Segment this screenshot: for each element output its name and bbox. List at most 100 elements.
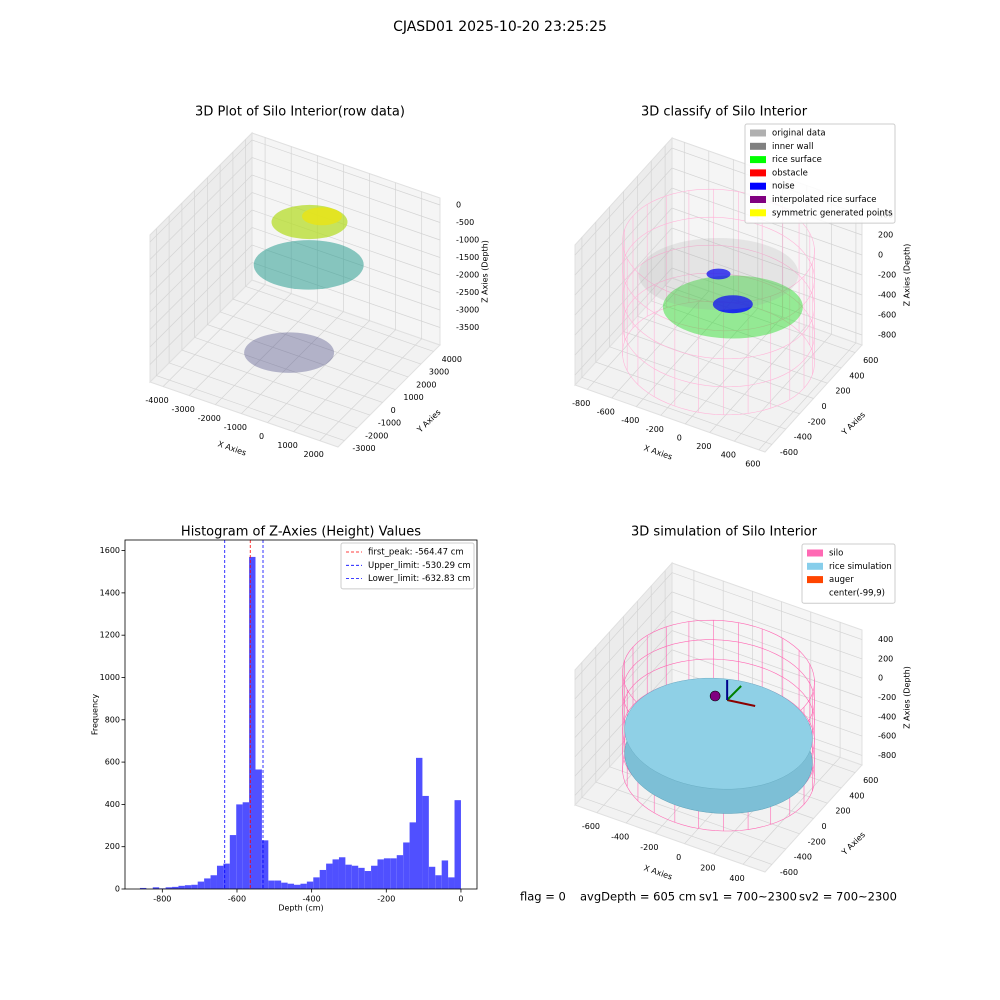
bar bbox=[242, 802, 250, 889]
y-tick-label: 1400 bbox=[100, 588, 120, 597]
z-tick-label: -2000 bbox=[456, 271, 479, 280]
bar bbox=[172, 886, 179, 889]
z-tick-label: 0 bbox=[456, 201, 461, 210]
bar bbox=[371, 865, 378, 889]
x-tick-label: -200 bbox=[377, 895, 395, 904]
z-tick-label: 0 bbox=[878, 674, 883, 683]
panel-title: 3D simulation of Silo Interior bbox=[631, 525, 818, 540]
bar bbox=[428, 866, 436, 889]
bar bbox=[210, 875, 217, 889]
z-tick-label: -1500 bbox=[456, 253, 479, 262]
x-tick-label: -2000 bbox=[198, 414, 221, 423]
bar bbox=[448, 877, 455, 889]
panel-title: Histogram of Z-Axies (Height) Values bbox=[181, 525, 421, 540]
z-tick-label: -200 bbox=[878, 693, 896, 702]
point-cloud bbox=[712, 295, 753, 314]
y-tick-label: -2000 bbox=[365, 431, 388, 440]
legend-label: symmetric generated points bbox=[772, 208, 893, 218]
grid-line bbox=[293, 182, 396, 432]
panel-title: 3D Plot of Silo Interior(row data) bbox=[195, 105, 405, 120]
y-tick-label: 4000 bbox=[442, 355, 462, 364]
legend-swatch bbox=[750, 129, 766, 137]
x-tick-label: -3000 bbox=[172, 405, 195, 414]
z-tick-label: 200 bbox=[878, 231, 893, 240]
legend-label: Lower_limit: -632.83 cm bbox=[368, 574, 470, 584]
x-axis-label: X Axies bbox=[643, 443, 674, 461]
bar bbox=[364, 871, 372, 889]
bar bbox=[422, 795, 429, 889]
z-tick-label: 200 bbox=[878, 654, 893, 663]
x-tick-label: 400 bbox=[729, 874, 744, 883]
bar bbox=[178, 885, 185, 889]
grid-line bbox=[623, 191, 814, 399]
grid-line bbox=[188, 146, 292, 396]
x-tick-label: 2000 bbox=[304, 450, 324, 459]
bar bbox=[255, 769, 262, 889]
bar bbox=[139, 887, 147, 889]
bar bbox=[403, 842, 410, 889]
footer-sv1: sv1 = 700~2300 bbox=[699, 890, 797, 904]
x-tick-label: -600 bbox=[228, 895, 246, 904]
x-tick-label: 1000 bbox=[277, 441, 297, 450]
grid-line bbox=[149, 157, 441, 260]
grid-line bbox=[207, 177, 396, 390]
z-tick-label: -2500 bbox=[456, 288, 479, 297]
bar bbox=[441, 860, 449, 889]
x-tick-label: -200 bbox=[640, 843, 658, 852]
grid-line bbox=[611, 151, 710, 399]
z-tick-label: -400 bbox=[878, 291, 896, 300]
y-tick-label: -600 bbox=[780, 868, 798, 877]
bar bbox=[184, 885, 192, 889]
auger-arm bbox=[726, 699, 756, 707]
bar bbox=[249, 556, 256, 889]
auger-arm bbox=[726, 685, 742, 701]
z-axis-label: Z Axies (Depth) bbox=[903, 666, 912, 729]
x-tick-label: -1000 bbox=[224, 423, 247, 432]
grid-line bbox=[574, 649, 863, 758]
z-tick-label: -600 bbox=[878, 732, 896, 741]
bar bbox=[223, 863, 230, 889]
legend-swatch bbox=[807, 589, 823, 597]
grid-line bbox=[758, 202, 857, 451]
grid-line bbox=[650, 160, 842, 369]
y-tick-label: -200 bbox=[808, 417, 826, 426]
y-tick-label: 0 bbox=[391, 406, 396, 415]
grid-line bbox=[149, 227, 441, 330]
grid-line bbox=[219, 164, 409, 378]
point-cloud bbox=[638, 238, 799, 310]
y-tick-label: 200 bbox=[835, 807, 850, 816]
y-tick-label: 200 bbox=[105, 842, 120, 851]
grid-line bbox=[574, 207, 863, 316]
bar bbox=[261, 840, 269, 889]
x-axis-label: X Axies bbox=[643, 863, 674, 881]
point-cloud bbox=[706, 268, 731, 280]
x-tick-label: 0 bbox=[677, 433, 682, 442]
grid-line bbox=[581, 237, 773, 445]
center-marker bbox=[709, 690, 721, 702]
grid-line bbox=[664, 145, 856, 353]
legend-label: noise bbox=[772, 182, 795, 192]
grid-line bbox=[149, 262, 441, 365]
x-tick-label: -400 bbox=[303, 895, 321, 904]
bar bbox=[287, 883, 295, 889]
y-tick-label: -600 bbox=[780, 448, 798, 457]
grid-line bbox=[162, 137, 266, 387]
z-tick-label: -400 bbox=[878, 712, 896, 721]
y-tick-label: -400 bbox=[794, 853, 812, 862]
y-axis-label: Y Axies bbox=[839, 830, 867, 857]
footer-flag: flag = 0 bbox=[520, 890, 566, 904]
bar bbox=[281, 882, 288, 889]
y-tick-label: -400 bbox=[794, 433, 812, 442]
grid-line bbox=[245, 139, 434, 352]
x-tick-label: -600 bbox=[582, 822, 600, 831]
y-axis-label: Y Axies bbox=[415, 408, 443, 435]
z-tick-label: -500 bbox=[456, 218, 474, 227]
grid-line bbox=[156, 228, 345, 441]
bar bbox=[313, 877, 320, 889]
legend-label: rice surface bbox=[772, 155, 822, 165]
bar bbox=[351, 865, 359, 889]
y-tick-label: 2000 bbox=[416, 380, 436, 389]
x-axis-label: Depth (cm) bbox=[278, 904, 323, 913]
footer-depth: avgDepth = 605 cm bbox=[580, 890, 696, 904]
plot-frame bbox=[124, 539, 478, 890]
